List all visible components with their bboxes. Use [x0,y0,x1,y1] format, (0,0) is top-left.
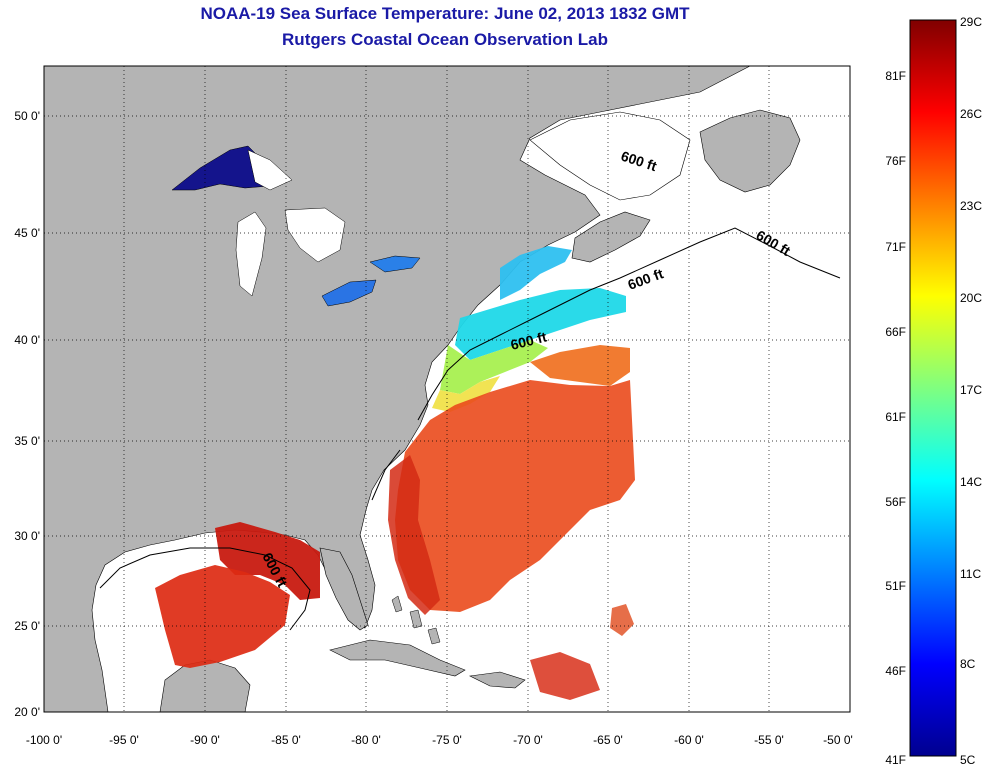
colorbar-f-label: 66F [885,325,906,339]
colorbar-c-label: 14C [960,475,982,489]
colorbar-f-label: 61F [885,410,906,424]
colorbar-c-label: 17C [960,383,982,397]
x-tick-label: -90 0' [190,733,220,747]
x-tick-label: -75 0' [432,733,462,747]
isobath-600ft-gulf [99,547,311,631]
lake-superior-east [247,149,293,191]
y-axis-ticks: 50 0' 45 0' 40 0' 35 0' 30 0' 25 0' 20 0… [14,109,40,719]
map-frame [43,65,851,713]
x-tick-label: -95 0' [109,733,139,747]
colorbar-c-label: 29C [960,15,982,29]
land-cuba [329,639,466,677]
map-title: NOAA-19 Sea Surface Temperature: June 02… [200,4,690,23]
x-tick-label: -70 0' [513,733,543,747]
colorbar-f-label: 71F [885,240,906,254]
colorbar-c-label: 20C [960,291,982,305]
x-tick-label: -50 0' [823,733,853,747]
lake-michigan [235,211,267,297]
isobath-600ft [417,227,841,421]
lake-erie [321,279,377,307]
colorbar-fahrenheit-labels: 81F 76F 71F 66F 61F 56F 51F 46F 41F [885,69,906,767]
land-newfoundland [699,109,801,193]
x-tick-label: -100 0' [26,733,62,747]
colorbar-celsius-labels: 29C 26C 23C 20C 17C 14C 11C 8C 5C [960,15,982,767]
colorbar-f-label: 76F [885,154,906,168]
colorbar-c-label: 11C [960,567,981,581]
colorbar-c-label: 5C [960,753,976,767]
gulf-st-lawrence [529,111,691,201]
lake-huron [284,207,346,263]
map-subtitle: Rutgers Coastal Ocean Observation Lab [282,30,608,49]
sst-data-layer [155,246,635,700]
x-tick-label: -55 0' [754,733,784,747]
colorbar [909,19,957,757]
colorbar-f-label: 56F [885,495,906,509]
isobath-600ft-florida [371,449,401,501]
x-tick-label: -65 0' [593,733,623,747]
x-axis-ticks: -100 0' -95 0' -90 0' -85 0' -80 0' -75 … [26,733,853,747]
land-hispaniola [468,671,526,689]
x-tick-label: -85 0' [271,733,301,747]
y-tick-label: 30 0' [14,529,40,543]
colorbar-f-label: 51F [885,579,906,593]
y-tick-label: 40 0' [14,333,40,347]
lake-ontario [369,255,421,273]
colorbar-c-label: 26C [960,107,982,121]
y-tick-label: 20 0' [14,705,40,719]
land-bahamas [391,595,441,645]
y-tick-label: 35 0' [14,434,40,448]
x-tick-label: -60 0' [674,733,704,747]
colorbar-c-label: 8C [960,657,976,671]
land-florida [319,547,369,631]
y-tick-label: 50 0' [14,109,40,123]
y-tick-label: 25 0' [14,619,40,633]
colorbar-f-label: 81F [885,69,906,83]
colorbar-f-label: 41F [885,753,906,767]
y-tick-label: 45 0' [14,226,40,240]
colorbar-f-label: 46F [885,664,906,678]
colorbar-c-label: 23C [960,199,982,213]
x-tick-label: -80 0' [351,733,381,747]
